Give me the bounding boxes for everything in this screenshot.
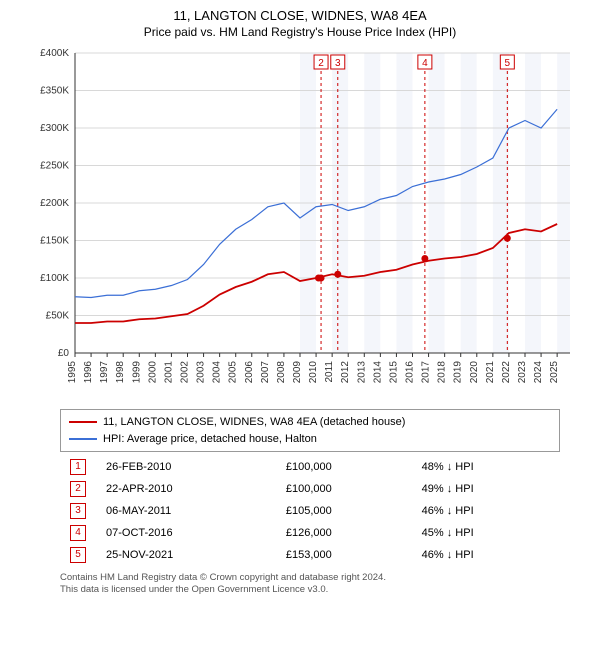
svg-text:2: 2 — [318, 58, 324, 69]
table-row: 306-MAY-2011£105,00046% ↓ HPI — [60, 500, 560, 522]
svg-text:£400K: £400K — [40, 48, 69, 59]
svg-text:2015: 2015 — [388, 361, 399, 384]
legend: 11, LANGTON CLOSE, WIDNES, WA8 4EA (deta… — [60, 409, 560, 452]
footer-attribution: Contains HM Land Registry data © Crown c… — [60, 572, 560, 597]
svg-text:2025: 2025 — [549, 361, 560, 384]
row-price: £153,000 — [276, 544, 412, 566]
svg-text:2004: 2004 — [212, 361, 223, 384]
row-diff: 49% ↓ HPI — [412, 478, 560, 500]
svg-text:2023: 2023 — [517, 361, 528, 384]
svg-text:2012: 2012 — [340, 361, 351, 384]
svg-text:1997: 1997 — [99, 361, 110, 384]
svg-text:2006: 2006 — [244, 361, 255, 384]
svg-text:2013: 2013 — [356, 361, 367, 384]
row-date: 07-OCT-2016 — [96, 522, 276, 544]
row-marker: 1 — [60, 456, 96, 478]
svg-text:2002: 2002 — [180, 361, 191, 384]
svg-text:£50K: £50K — [46, 311, 70, 322]
row-price: £100,000 — [276, 478, 412, 500]
svg-text:2016: 2016 — [405, 361, 416, 384]
svg-text:2003: 2003 — [196, 361, 207, 384]
row-date: 06-MAY-2011 — [96, 500, 276, 522]
sales-table: 126-FEB-2010£100,00048% ↓ HPI222-APR-201… — [60, 456, 560, 566]
sale-dot-4 — [421, 255, 428, 262]
legend-label: 11, LANGTON CLOSE, WIDNES, WA8 4EA (deta… — [103, 414, 405, 431]
table-row: 222-APR-2010£100,00049% ↓ HPI — [60, 478, 560, 500]
svg-text:2017: 2017 — [421, 361, 432, 384]
row-price: £105,000 — [276, 500, 412, 522]
svg-text:2019: 2019 — [453, 361, 464, 384]
svg-text:2009: 2009 — [292, 361, 303, 384]
svg-text:1998: 1998 — [115, 361, 126, 384]
table-row: 407-OCT-2016£126,00045% ↓ HPI — [60, 522, 560, 544]
legend-swatch — [69, 438, 97, 440]
sale-dot-3 — [334, 271, 341, 278]
svg-text:2022: 2022 — [501, 361, 512, 384]
svg-text:2005: 2005 — [228, 361, 239, 384]
row-marker: 5 — [60, 544, 96, 566]
row-marker: 4 — [60, 522, 96, 544]
svg-text:2024: 2024 — [533, 361, 544, 384]
svg-text:£150K: £150K — [40, 236, 69, 247]
svg-text:2008: 2008 — [276, 361, 287, 384]
svg-text:1999: 1999 — [131, 361, 142, 384]
svg-text:2010: 2010 — [308, 361, 319, 384]
svg-text:5: 5 — [505, 58, 511, 69]
row-price: £126,000 — [276, 522, 412, 544]
row-date: 22-APR-2010 — [96, 478, 276, 500]
svg-text:2021: 2021 — [485, 361, 496, 384]
svg-text:£350K: £350K — [40, 86, 69, 97]
row-marker: 3 — [60, 500, 96, 522]
footer-line-1: Contains HM Land Registry data © Crown c… — [60, 572, 560, 584]
svg-text:£250K: £250K — [40, 161, 69, 172]
svg-text:2018: 2018 — [437, 361, 448, 384]
svg-text:2001: 2001 — [163, 361, 174, 384]
svg-text:2020: 2020 — [469, 361, 480, 384]
svg-text:£300K: £300K — [40, 123, 69, 134]
svg-text:3: 3 — [335, 58, 341, 69]
svg-text:2007: 2007 — [260, 361, 271, 384]
row-diff: 48% ↓ HPI — [412, 456, 560, 478]
row-price: £100,000 — [276, 456, 412, 478]
footer-line-2: This data is licensed under the Open Gov… — [60, 584, 560, 596]
row-diff: 46% ↓ HPI — [412, 500, 560, 522]
svg-text:£100K: £100K — [40, 273, 69, 284]
price-chart: £0 £50K £100K £150K £200K £250K £300K £350K £400… — [20, 43, 580, 403]
legend-item: HPI: Average price, detached house, Halt… — [69, 431, 551, 448]
row-marker: 2 — [60, 478, 96, 500]
row-date: 25-NOV-2021 — [96, 544, 276, 566]
svg-text:2014: 2014 — [372, 361, 383, 384]
svg-text:1995: 1995 — [67, 361, 78, 384]
row-diff: 45% ↓ HPI — [412, 522, 560, 544]
table-row: 126-FEB-2010£100,00048% ↓ HPI — [60, 456, 560, 478]
legend-swatch — [69, 421, 97, 423]
svg-text:2011: 2011 — [324, 361, 335, 383]
sale-dot-5 — [504, 235, 511, 242]
legend-label: HPI: Average price, detached house, Halt… — [103, 431, 317, 448]
chart-svg: £0 £50K £100K £150K £200K £250K £300K £350K £400… — [20, 43, 580, 403]
svg-text:4: 4 — [422, 58, 428, 69]
row-diff: 46% ↓ HPI — [412, 544, 560, 566]
svg-text:2000: 2000 — [147, 361, 158, 384]
row-date: 26-FEB-2010 — [96, 456, 276, 478]
page-subtitle: Price paid vs. HM Land Registry's House … — [0, 25, 600, 39]
table-row: 525-NOV-2021£153,00046% ↓ HPI — [60, 544, 560, 566]
title-block: 11, LANGTON CLOSE, WIDNES, WA8 4EA Price… — [0, 0, 600, 43]
svg-text:1996: 1996 — [83, 361, 94, 384]
page-title: 11, LANGTON CLOSE, WIDNES, WA8 4EA — [0, 8, 600, 23]
svg-text:£0: £0 — [58, 348, 70, 359]
legend-item: 11, LANGTON CLOSE, WIDNES, WA8 4EA (deta… — [69, 414, 551, 431]
sale-dot-2 — [318, 275, 325, 282]
svg-text:£200K: £200K — [40, 198, 69, 209]
